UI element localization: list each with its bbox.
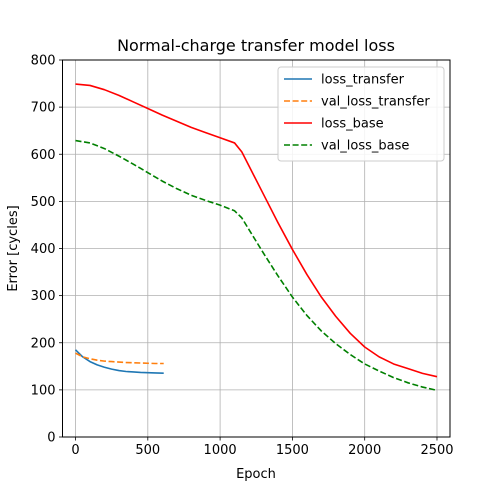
- series-group: [74, 83, 438, 392]
- y-tick-label: 800: [31, 54, 56, 69]
- legend-label: loss_transfer: [321, 73, 405, 88]
- ticks: 0 500 1000 1500 2000 2500 0 100 200 300 400 500 600 7…: [31, 54, 454, 459]
- x-tick-label: 500: [135, 443, 160, 458]
- series-line-loss-base: [75, 83, 438, 378]
- y-tick-label: 200: [31, 336, 56, 351]
- x-tick-label: 1000: [204, 443, 237, 458]
- legend: loss_transfer val_loss_transfer loss_basev…: [277, 66, 445, 162]
- y-tick-label: 700: [31, 101, 56, 116]
- x-tick-label: 2500: [420, 443, 453, 458]
- legend-label: val_loss_base: [321, 139, 409, 154]
- x-tick-label: 1500: [276, 443, 309, 458]
- series-line-val-loss-base: [75, 139, 438, 392]
- legend-box: [277, 66, 445, 162]
- y-tick-label: 400: [31, 242, 56, 257]
- y-tick-label: 500: [31, 195, 56, 210]
- series-line-val-loss-transfer: [75, 352, 164, 365]
- x-axis-label: Epoch: [236, 467, 276, 482]
- x-tick-label: 0: [71, 443, 79, 458]
- y-tick-label: 300: [31, 289, 56, 304]
- legend-label: val_loss_transfer: [321, 95, 430, 110]
- y-tick-label: 600: [31, 148, 56, 163]
- legend-label: loss_base: [321, 117, 384, 132]
- y-axis-label: Error [cycles]: [6, 205, 21, 291]
- series-line-loss-transfer: [74, 349, 164, 374]
- y-tick-label: 0: [47, 431, 55, 446]
- chart-title: Normal-charge transfer model loss: [117, 36, 395, 55]
- x-tick-label: 2000: [348, 443, 381, 458]
- y-tick-label: 100: [31, 383, 56, 398]
